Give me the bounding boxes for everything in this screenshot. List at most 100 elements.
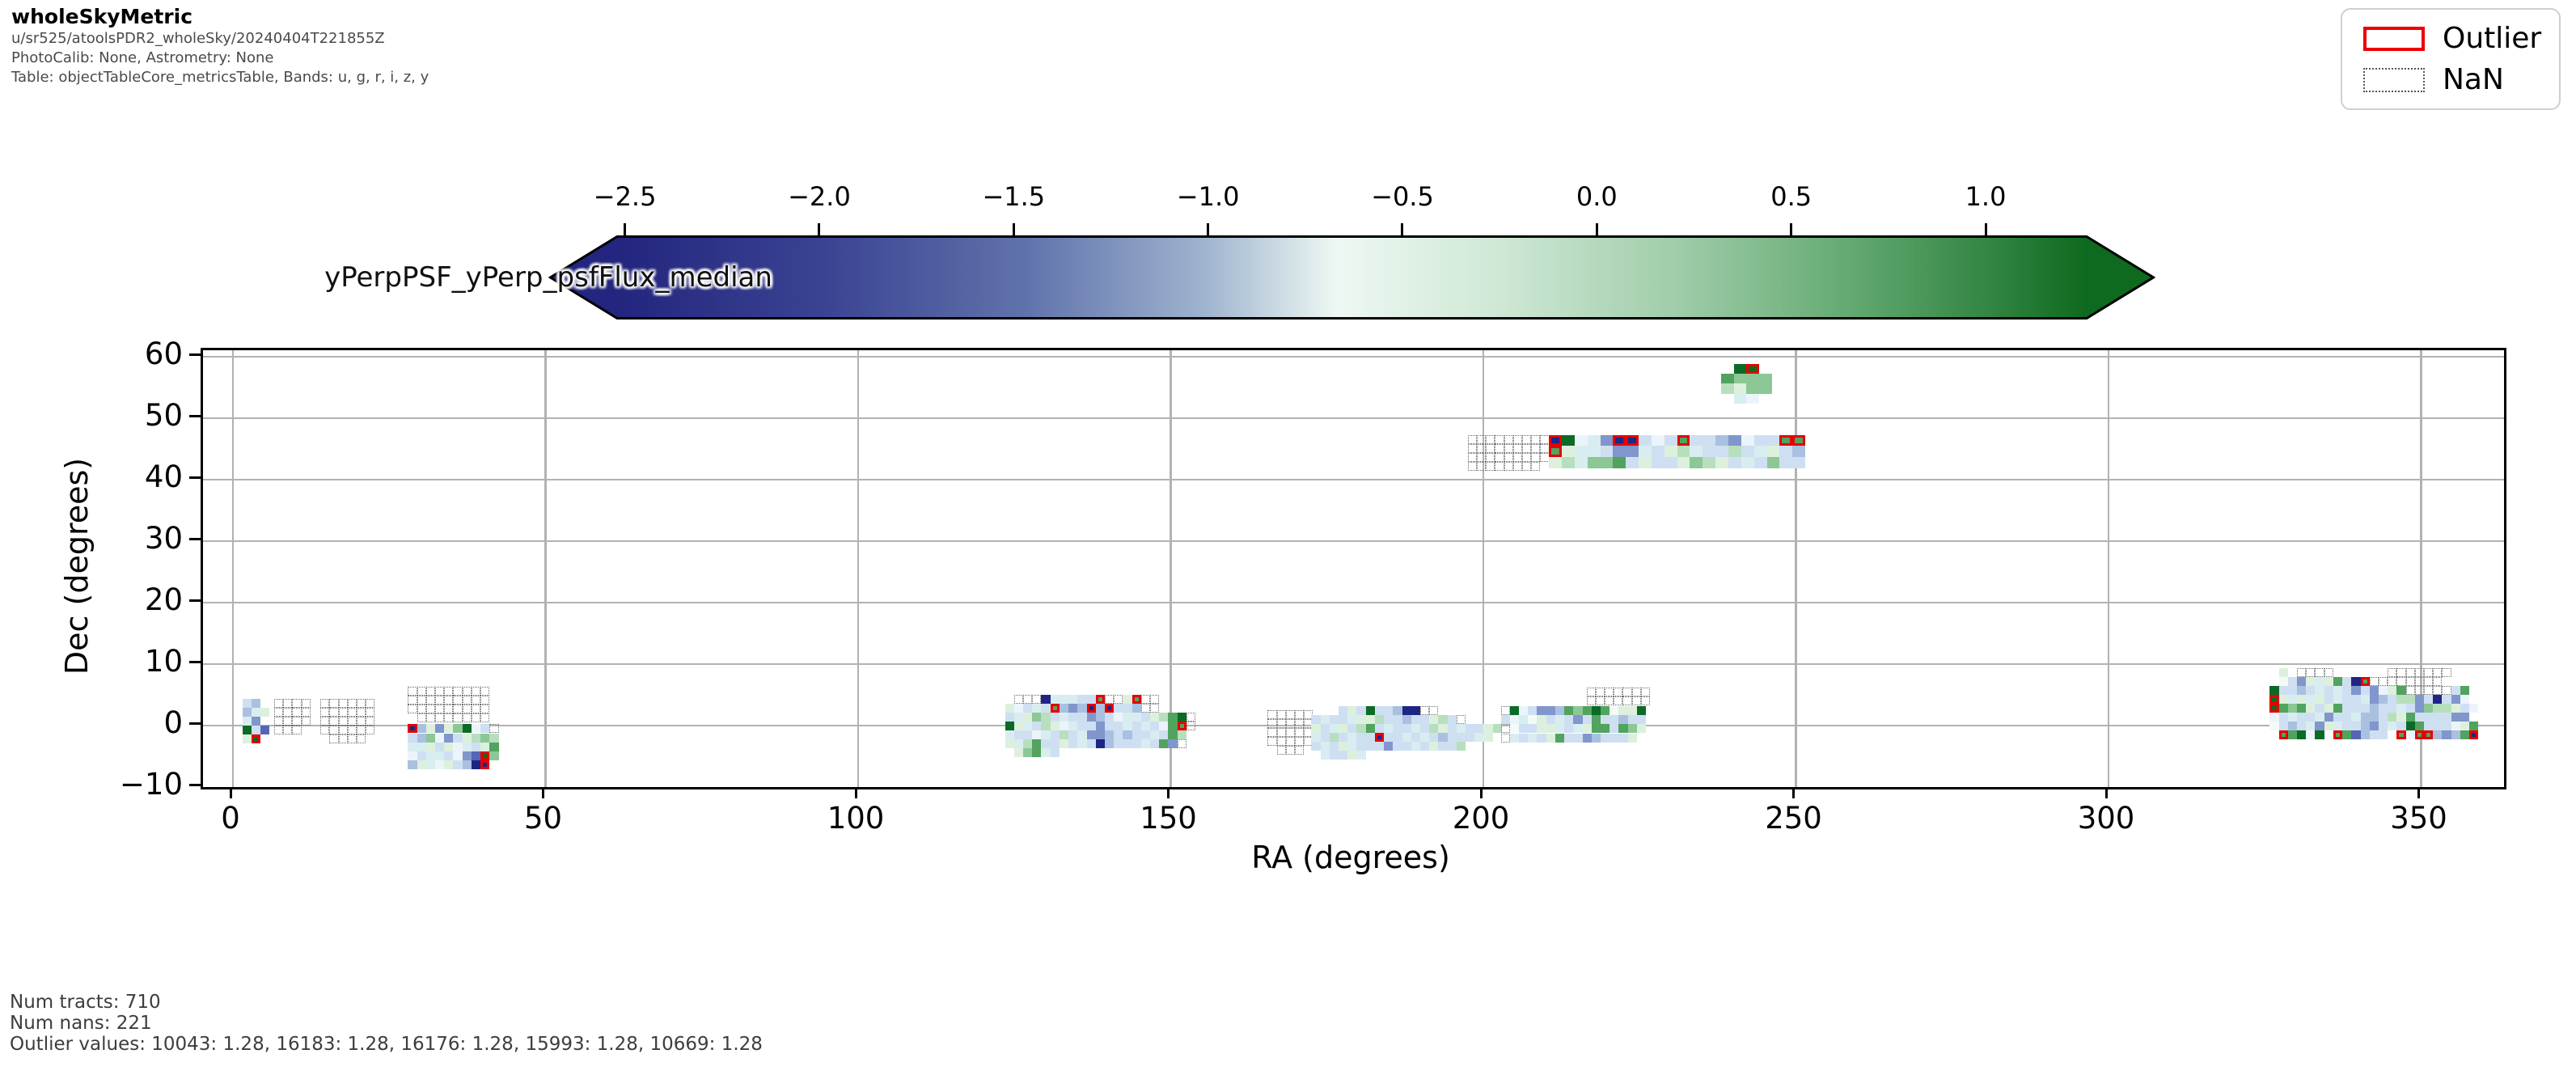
tract-cell <box>1374 705 1385 715</box>
tract-cell <box>1456 732 1466 742</box>
tract-cell <box>1636 706 1646 716</box>
nan-tract-cell <box>1631 687 1641 696</box>
nan-tract-cell <box>283 726 293 735</box>
nan-tract-cell <box>435 713 445 723</box>
tract-cell <box>1613 456 1626 468</box>
tract-cell <box>1347 723 1357 733</box>
tract-cell <box>1050 748 1060 758</box>
tract-cell <box>417 724 426 734</box>
nan-tract-cell <box>2396 677 2406 687</box>
nan-tract-cell <box>1186 713 1196 722</box>
tract-cell <box>2342 686 2352 696</box>
outlier-tract-cell <box>480 751 490 760</box>
nan-tract-cell <box>453 687 463 696</box>
nan-tract-cell <box>292 699 302 709</box>
tract-cell <box>2269 713 2279 722</box>
tract-cell <box>1564 715 1574 725</box>
tract-cell <box>2306 695 2316 705</box>
y-tick-label: 20 <box>144 582 183 617</box>
tract-cell <box>1068 739 1078 749</box>
x-tick-mark <box>229 787 232 798</box>
nan-tract-cell <box>366 699 375 709</box>
tract-cell <box>2278 677 2288 687</box>
nan-tract-cell <box>357 699 366 709</box>
outlier-tract-cell <box>1779 434 1793 447</box>
grid-line-horizontal <box>203 417 2504 420</box>
tract-cell <box>1429 732 1439 742</box>
nan-tract-cell <box>408 696 417 705</box>
tract-cell <box>1050 713 1060 722</box>
tract-cell <box>1177 730 1186 740</box>
tract-cell <box>1005 713 1014 722</box>
tract-cell <box>1753 456 1767 468</box>
nan-tract-cell <box>1614 696 1623 705</box>
tract-cell <box>1419 714 1430 724</box>
x-tick-mark <box>854 787 857 798</box>
tract-cell <box>1447 714 1457 724</box>
colorbar-tick-label: −0.5 <box>1371 181 1434 212</box>
tract-cell <box>2315 704 2324 713</box>
tract-cell <box>471 724 481 734</box>
tract-cell <box>1402 714 1411 724</box>
tract-cell <box>1733 383 1747 394</box>
tract-cell <box>1746 383 1760 394</box>
y-tick-mark <box>189 722 201 725</box>
tract-cell <box>1447 732 1457 742</box>
nan-tract-cell <box>283 717 293 726</box>
tract-cell <box>1618 733 1628 743</box>
tract-cell <box>1311 714 1321 724</box>
tract-cell <box>2423 695 2434 705</box>
nan-tract-cell <box>329 699 339 709</box>
tract-cell <box>1356 750 1366 760</box>
tract-cell <box>1347 732 1357 742</box>
tract-cell <box>1339 732 1348 742</box>
tract-cell <box>1123 739 1132 749</box>
tract-cell <box>2378 730 2388 740</box>
tract-cell <box>1013 739 1024 749</box>
tract-cell <box>1005 722 1014 731</box>
nan-tract-cell <box>1023 695 1033 705</box>
tract-cell <box>1402 741 1411 751</box>
tract-cell <box>1600 733 1610 743</box>
tract-cell <box>1636 724 1646 734</box>
tract-cell <box>1537 724 1546 734</box>
tract-cell <box>1077 730 1087 740</box>
nan-tract-cell <box>1495 443 1504 453</box>
tract-cell <box>1131 730 1141 740</box>
nan-tract-cell <box>2433 686 2443 696</box>
tract-cell <box>2351 730 2361 740</box>
nan-tract-cell <box>453 696 463 705</box>
tract-cell <box>242 699 252 709</box>
nan-tract-cell <box>1512 452 1522 462</box>
tract-cell <box>453 760 463 769</box>
grid-line-vertical <box>231 350 235 787</box>
nan-tract-cell <box>1276 737 1286 747</box>
tract-cell <box>1509 724 1520 734</box>
tract-cell <box>1393 732 1402 742</box>
tract-cell <box>1564 733 1574 743</box>
tract-cell <box>2433 730 2443 740</box>
tract-cell <box>1720 383 1734 394</box>
tract-cell <box>1639 434 1652 447</box>
tract-cell <box>1104 739 1115 749</box>
tract-cell <box>1374 723 1385 733</box>
nan-tract-cell <box>1586 687 1596 696</box>
tract-cell <box>1792 446 1806 457</box>
tract-cell <box>2351 686 2361 696</box>
tract-cell <box>1177 713 1186 722</box>
tract-cell <box>1050 730 1060 740</box>
tract-cell <box>435 733 445 743</box>
tract-cell <box>2351 722 2361 731</box>
tract-cell <box>1664 434 1677 447</box>
tract-cell <box>1086 722 1096 731</box>
tract-cell <box>1600 715 1610 725</box>
nan-tract-cell <box>347 726 357 735</box>
grid-line-horizontal <box>203 540 2504 543</box>
y-tick-mark <box>189 414 201 417</box>
nan-tract-cell <box>1267 710 1277 720</box>
tract-cell <box>2342 677 2352 687</box>
legend-item-nan: NaN <box>2342 63 2559 96</box>
tract-cell <box>2315 722 2324 731</box>
tract-cell <box>1123 722 1132 731</box>
tract-cell <box>489 742 499 751</box>
